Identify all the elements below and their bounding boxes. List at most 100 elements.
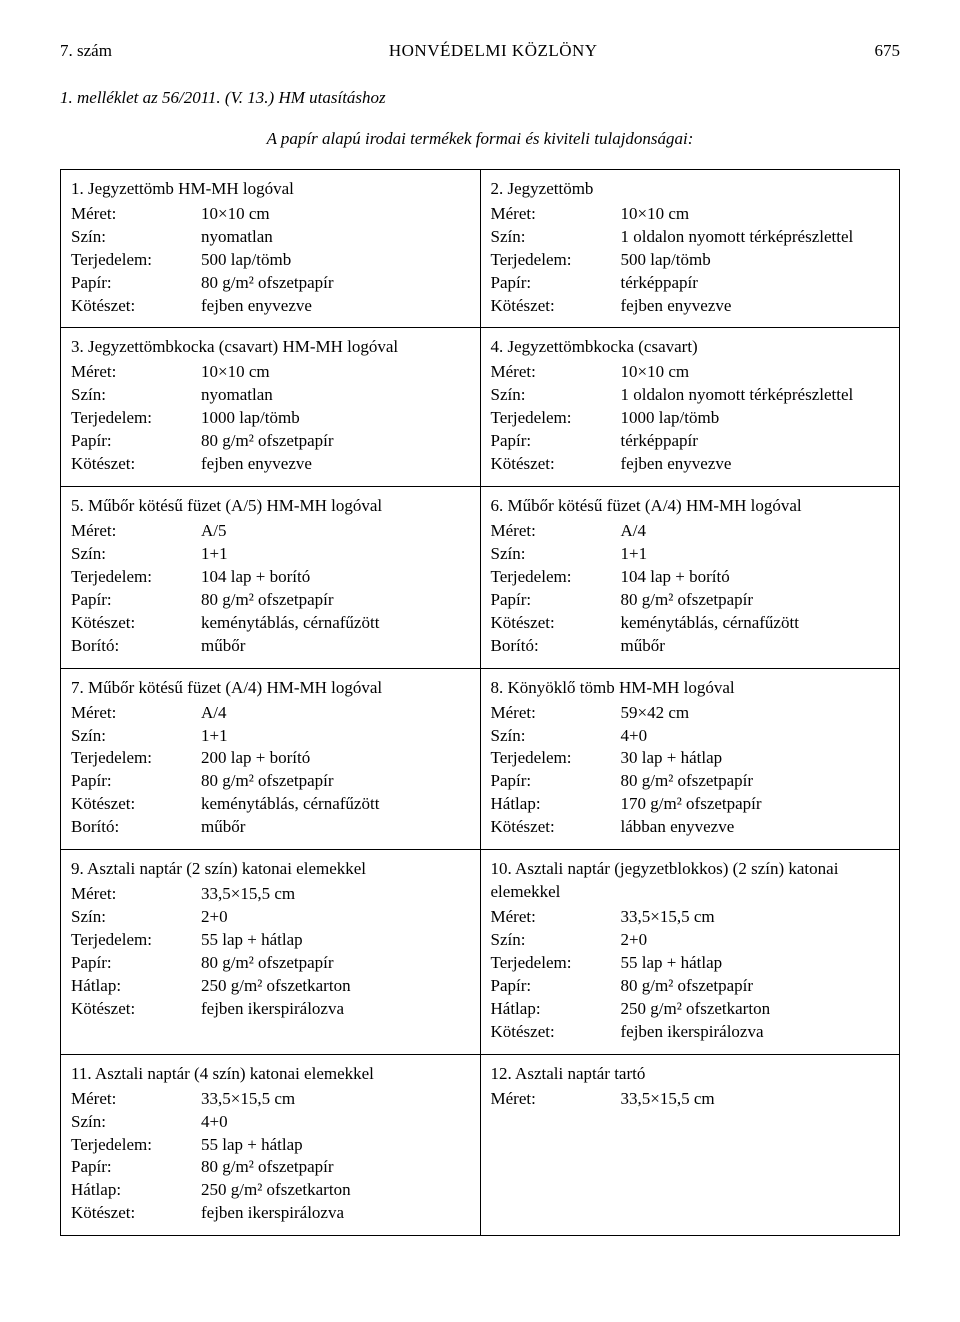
spec-label: Papír: (71, 770, 201, 793)
item-title: 3. Jegyzettömbkocka (csavart) HM-MH logó… (71, 336, 470, 359)
spec-label: Méret: (491, 203, 621, 226)
spec-value: 80 g/m² ofszetpapír (621, 589, 890, 612)
item-title: 7. Műbőr kötésű füzet (A/4) HM-MH logóva… (71, 677, 470, 700)
spec-label: Méret: (491, 520, 621, 543)
spec-value: 500 lap/tömb (621, 249, 890, 272)
spec-label: Terjedelem: (491, 952, 621, 975)
spec-label: Méret: (491, 906, 621, 929)
spec-label: Papír: (491, 430, 621, 453)
item-title: 11. Asztali naptár (4 szín) katonai elem… (71, 1063, 470, 1086)
spec-value: 250 g/m² ofszetkarton (201, 1179, 470, 1202)
spec-value: fejben enyvezve (201, 295, 470, 318)
spec-value: 200 lap + borító (201, 747, 470, 770)
spec-label: Terjedelem: (491, 407, 621, 430)
spec-value: 80 g/m² ofszetpapír (201, 1156, 470, 1179)
subtitle: A papír alapú irodai termékek formai és … (60, 128, 900, 151)
spec-label: Szín: (491, 725, 621, 748)
spec-row: Terjedelem:200 lap + borító (71, 747, 470, 770)
spec-label: Papír: (71, 272, 201, 295)
spec-row: Terjedelem:30 lap + hátlap (491, 747, 890, 770)
spec-label: Kötészet: (491, 453, 621, 476)
spec-label: Szín: (71, 226, 201, 249)
spec-label: Méret: (71, 361, 201, 384)
spec-label: Terjedelem: (71, 929, 201, 952)
spec-label: Szín: (491, 384, 621, 407)
spec-value: 80 g/m² ofszetpapír (621, 770, 890, 793)
page-header: 7. szám HONVÉDELMI KÖZLÖNY 675 (60, 40, 900, 63)
spec-row: Méret:10×10 cm (491, 361, 890, 384)
spec-row: Méret:A/4 (71, 702, 470, 725)
spec-value: 1000 lap/tömb (201, 407, 470, 430)
spec-value: 170 g/m² ofszetpapír (621, 793, 890, 816)
spec-label: Terjedelem: (491, 747, 621, 770)
spec-value: 104 lap + borító (201, 566, 470, 589)
spec-row: Szín:nyomatlan (71, 226, 470, 249)
spec-value: 33,5×15,5 cm (621, 906, 890, 929)
spec-value: 4+0 (621, 725, 890, 748)
spec-row: Kötészet:fejben enyvezve (491, 453, 890, 476)
spec-label: Méret: (71, 203, 201, 226)
item-cell: 11. Asztali naptár (4 szín) katonai elem… (60, 1055, 480, 1237)
spec-value: fejben enyvezve (621, 453, 890, 476)
item-cell: 8. Könyöklő tömb HM-MH logóvalMéret:59×4… (480, 669, 900, 851)
spec-row: Kötészet:fejben ikerspirálozva (491, 1021, 890, 1044)
spec-label: Papír: (71, 952, 201, 975)
items-table: 1. Jegyzettömb HM-MH logóvalMéret:10×10 … (60, 169, 900, 1236)
spec-row: Terjedelem:55 lap + hátlap (71, 1134, 470, 1157)
spec-row: Terjedelem:500 lap/tömb (71, 249, 470, 272)
spec-value: 55 lap + hátlap (201, 1134, 470, 1157)
spec-row: Papír:80 g/m² ofszetpapír (71, 770, 470, 793)
spec-label: Szín: (491, 929, 621, 952)
spec-label: Szín: (71, 1111, 201, 1134)
spec-row: Papír:térképpapír (491, 272, 890, 295)
spec-label: Méret: (491, 361, 621, 384)
spec-value: A/5 (201, 520, 470, 543)
spec-value: 80 g/m² ofszetpapír (201, 272, 470, 295)
item-cell: 10. Asztali naptár (jegyzetblokkos) (2 s… (480, 850, 900, 1055)
spec-row: Kötészet:keménytáblás, cérnafűzött (71, 793, 470, 816)
spec-row: Méret:10×10 cm (491, 203, 890, 226)
item-title: 8. Könyöklő tömb HM-MH logóval (491, 677, 890, 700)
spec-value: fejben enyvezve (201, 453, 470, 476)
spec-value: nyomatlan (201, 384, 470, 407)
spec-label: Kötészet: (71, 998, 201, 1021)
spec-label: Hátlap: (71, 1179, 201, 1202)
spec-label: Méret: (71, 1088, 201, 1111)
spec-value: 250 g/m² ofszetkarton (621, 998, 890, 1021)
spec-row: Hátlap:250 g/m² ofszetkarton (491, 998, 890, 1021)
spec-value: 10×10 cm (621, 361, 890, 384)
spec-value: A/4 (201, 702, 470, 725)
spec-row: Terjedelem:55 lap + hátlap (491, 952, 890, 975)
spec-row: Terjedelem:104 lap + borító (491, 566, 890, 589)
spec-label: Terjedelem: (491, 249, 621, 272)
spec-label: Terjedelem: (71, 407, 201, 430)
item-title: 12. Asztali naptár tartó (491, 1063, 890, 1086)
spec-value: műbőr (201, 816, 470, 839)
spec-value: keménytáblás, cérnafűzött (201, 793, 470, 816)
spec-label: Terjedelem: (71, 249, 201, 272)
item-title: 2. Jegyzettömb (491, 178, 890, 201)
spec-label: Szín: (71, 384, 201, 407)
spec-value: 250 g/m² ofszetkarton (201, 975, 470, 998)
spec-row: Hátlap:170 g/m² ofszetpapír (491, 793, 890, 816)
spec-value: 10×10 cm (201, 361, 470, 384)
spec-label: Kötészet: (491, 1021, 621, 1044)
spec-row: Kötészet:fejben ikerspirálozva (71, 998, 470, 1021)
item-title: 10. Asztali naptár (jegyzetblokkos) (2 s… (491, 858, 890, 904)
spec-row: Papír:térképpapír (491, 430, 890, 453)
spec-label: Papír: (491, 272, 621, 295)
spec-row: Szín:1+1 (491, 543, 890, 566)
spec-value: fejben ikerspirálozva (201, 998, 470, 1021)
spec-row: Méret:33,5×15,5 cm (491, 1088, 890, 1111)
spec-label: Méret: (491, 702, 621, 725)
item-cell: 3. Jegyzettömbkocka (csavart) HM-MH logó… (60, 328, 480, 487)
spec-row: Papír:80 g/m² ofszetpapír (491, 975, 890, 998)
spec-value: keménytáblás, cérnafűzött (201, 612, 470, 635)
spec-row: Papír:80 g/m² ofszetpapír (71, 589, 470, 612)
spec-row: Terjedelem:104 lap + borító (71, 566, 470, 589)
item-cell: 12. Asztali naptár tartóMéret:33,5×15,5 … (480, 1055, 900, 1237)
spec-label: Papír: (71, 430, 201, 453)
spec-label: Méret: (71, 520, 201, 543)
item-title: 1. Jegyzettömb HM-MH logóval (71, 178, 470, 201)
header-title: HONVÉDELMI KÖZLÖNY (112, 40, 875, 63)
